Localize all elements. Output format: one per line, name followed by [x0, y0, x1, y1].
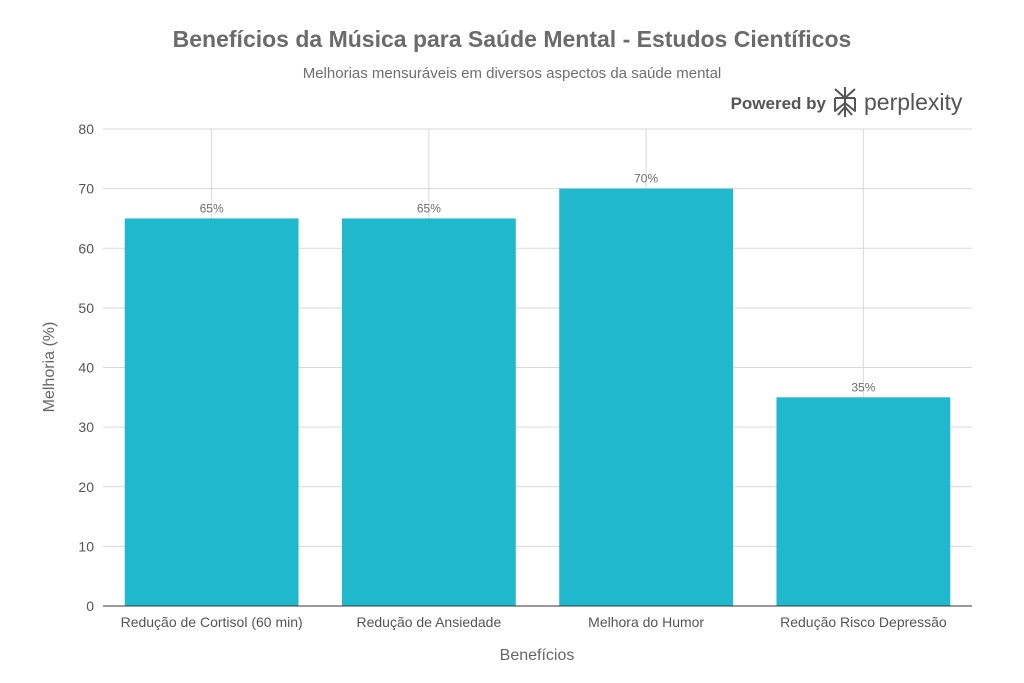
brand-name: perplexity: [864, 89, 963, 115]
bar: [559, 188, 734, 606]
y-tick-label: 70: [78, 181, 94, 197]
y-tick-label: 50: [78, 300, 94, 316]
bar-data-label: 65%: [200, 201, 224, 215]
y-tick-label: 40: [78, 360, 94, 376]
x-tick-label: Melhora do Humor: [588, 614, 704, 630]
bar-data-label: 35%: [851, 380, 875, 394]
y-tick-label: 20: [78, 479, 94, 495]
bar: [124, 218, 299, 606]
x-tick-label: Redução de Cortisol (60 min): [121, 614, 303, 630]
y-axis-ticks: 0 10 20 30 40 50 60 70 80: [78, 121, 94, 614]
bar-data-label: 65%: [417, 201, 441, 215]
x-axis-label: Benefícios: [500, 647, 575, 664]
perplexity-logo-icon: [834, 87, 856, 117]
bar-data-label: 70%: [634, 172, 658, 186]
y-tick-label: 10: [78, 538, 94, 554]
chart-title: Benefícios da Música para Saúde Mental -…: [173, 26, 852, 52]
y-axis-label: Melhoria (%): [41, 322, 58, 413]
bar: [776, 397, 951, 606]
bar: [341, 218, 516, 606]
powered-by-text: Powered by: [731, 94, 827, 113]
y-tick-label: 0: [86, 598, 94, 614]
y-tick-label: 80: [78, 121, 94, 137]
bars: [124, 188, 951, 606]
powered-by-branding: Powered by perplexity: [731, 87, 963, 117]
chart-subtitle: Melhorias mensuráveis em diversos aspect…: [303, 65, 722, 82]
x-tick-label: Redução Risco Depressão: [780, 614, 947, 630]
data-labels: 65% 65% 70% 35%: [200, 172, 876, 395]
x-axis-ticks: Redução de Cortisol (60 min) Redução de A…: [121, 614, 947, 630]
x-tick-label: Redução de Ansiedade: [356, 614, 501, 630]
y-tick-label: 30: [78, 419, 94, 435]
y-tick-label: 60: [78, 240, 94, 256]
